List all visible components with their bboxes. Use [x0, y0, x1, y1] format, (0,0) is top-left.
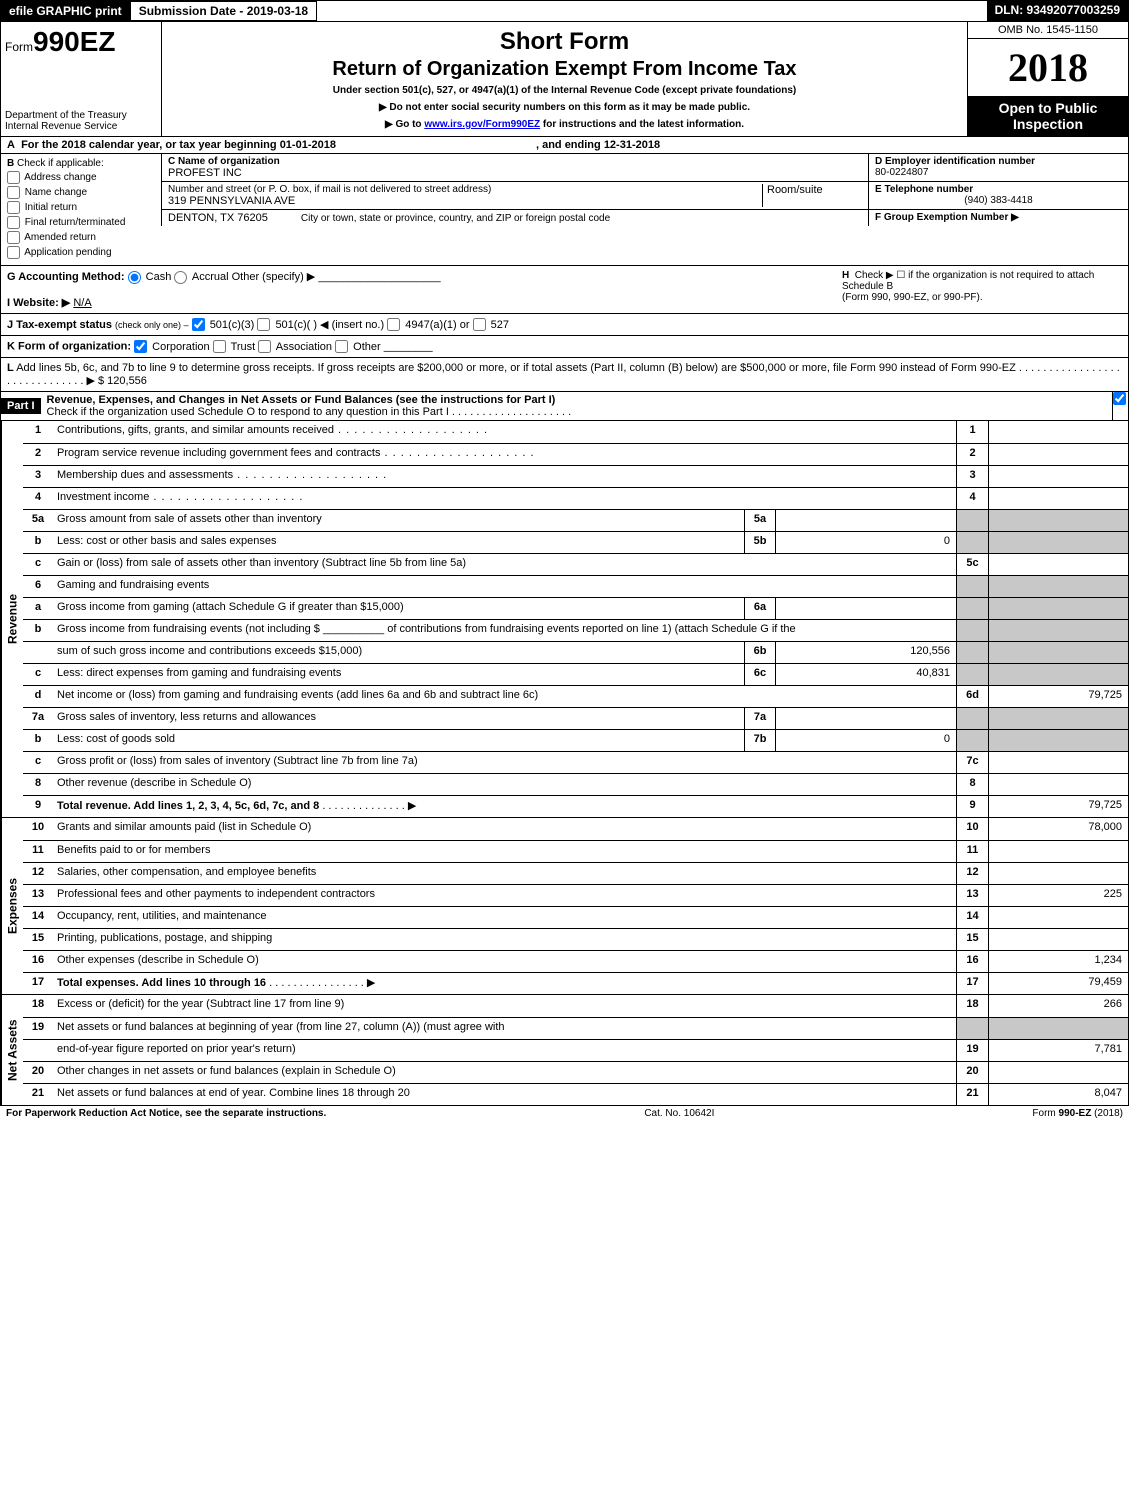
- top-bar: efile GRAPHIC print Submission Date - 20…: [0, 0, 1129, 22]
- chk-4947[interactable]: 4947(a)(1) or: [387, 319, 469, 331]
- line-g-h: G Accounting Method: Cash Accrual Other …: [0, 266, 1129, 314]
- line-h: H Check ▶ ☐ if the organization is not r…: [842, 270, 1122, 309]
- form-subtitle: Under section 501(c), 527, or 4947(a)(1)…: [170, 85, 959, 96]
- line-12: 12Salaries, other compensation, and empl…: [23, 862, 1128, 884]
- chk-501c[interactable]: 501(c)( ) ◀ (insert no.): [257, 319, 384, 331]
- chk-corporation[interactable]: Corporation: [134, 341, 210, 353]
- line-k-form-of-org: K Form of organization: Corporation Trus…: [0, 336, 1129, 358]
- revenue-section-label: Revenue: [1, 421, 23, 817]
- chk-other[interactable]: Other: [335, 341, 381, 353]
- box-c-street: Number and street (or P. O. box, if mail…: [161, 182, 868, 209]
- chk-final-return[interactable]: Final return/terminated: [7, 216, 155, 229]
- line-10: 10Grants and similar amounts paid (list …: [23, 818, 1128, 840]
- website-field: N/A: [73, 297, 91, 309]
- radio-accrual[interactable]: Accrual: [174, 271, 228, 283]
- chk-name-change[interactable]: Name change: [7, 186, 155, 199]
- line-15: 15Printing, publications, postage, and s…: [23, 928, 1128, 950]
- line-1: 1Contributions, gifts, grants, and simil…: [23, 421, 1128, 443]
- short-form-title: Short Form: [170, 28, 959, 56]
- line-17: 17 Total expenses. Add lines 10 through …: [23, 972, 1128, 994]
- chk-501c3[interactable]: 501(c)(3): [192, 319, 255, 331]
- line-7c: cGross profit or (loss) from sales of in…: [23, 751, 1128, 773]
- room-suite: Room/suite: [762, 184, 862, 207]
- line-a-tax-year: A For the 2018 calendar year, or tax yea…: [0, 137, 1129, 154]
- chk-initial-return[interactable]: Initial return: [7, 201, 155, 214]
- line-20: 20Other changes in net assets or fund ba…: [23, 1061, 1128, 1083]
- line-14: 14Occupancy, rent, utilities, and mainte…: [23, 906, 1128, 928]
- netassets-section-label: Net Assets: [1, 995, 23, 1105]
- chk-amended-return[interactable]: Amended return: [7, 231, 155, 244]
- line-5c: cGain or (loss) from sale of assets othe…: [23, 553, 1128, 575]
- line-5b: bLess: cost or other basis and sales exp…: [23, 531, 1128, 553]
- form-number: Form990EZ: [5, 26, 157, 58]
- irs-link[interactable]: www.irs.gov/Form990EZ: [424, 119, 540, 130]
- section-bcdef: B Check if applicable: Address change Na…: [0, 154, 1129, 266]
- line-9: 9 Total revenue. Add lines 1, 2, 3, 4, 5…: [23, 795, 1128, 817]
- box-e-phone: E Telephone number (940) 383-4418: [868, 182, 1128, 209]
- line-19-2: end-of-year figure reported on prior yea…: [23, 1039, 1128, 1061]
- line-7b: bLess: cost of goods sold 7b0: [23, 729, 1128, 751]
- instructions-link-line: ▶ Go to www.irs.gov/Form990EZ for instru…: [170, 119, 959, 130]
- line-21: 21Net assets or fund balances at end of …: [23, 1083, 1128, 1105]
- box-b-check-applicable: B Check if applicable: Address change Na…: [1, 154, 161, 265]
- part-i-schedule-o-check[interactable]: [1112, 392, 1128, 420]
- box-c-org-name: C Name of organization PROFEST INC: [161, 154, 868, 181]
- line-18: 18Excess or (deficit) for the year (Subt…: [23, 995, 1128, 1017]
- line-6d: dNet income or (loss) from gaming and fu…: [23, 685, 1128, 707]
- treasury-dept: Department of the Treasury Internal Reve…: [5, 110, 157, 132]
- form-header: Form990EZ Department of the Treasury Int…: [0, 22, 1129, 137]
- page-footer: For Paperwork Reduction Act Notice, see …: [0, 1106, 1129, 1121]
- form-title: Return of Organization Exempt From Incom…: [170, 58, 959, 81]
- part-i-table: Revenue 1Contributions, gifts, grants, a…: [0, 421, 1129, 1106]
- open-to-public: Open to Public Inspection: [968, 96, 1128, 136]
- tax-year: 2018: [968, 39, 1128, 96]
- line-8: 8Other revenue (describe in Schedule O) …: [23, 773, 1128, 795]
- line-11: 11Benefits paid to or for members 11: [23, 840, 1128, 862]
- omb-number: OMB No. 1545-1150: [968, 22, 1128, 39]
- line-5a: 5aGross amount from sale of assets other…: [23, 509, 1128, 531]
- line-j-tax-exempt: J Tax-exempt status (check only one) – 5…: [0, 314, 1129, 337]
- line-l-gross-receipts: L Add lines 5b, 6c, and 7b to line 9 to …: [0, 358, 1129, 392]
- box-f-group-exemption: F Group Exemption Number ▶: [868, 210, 1128, 226]
- efile-print-button[interactable]: efile GRAPHIC print: [1, 1, 130, 21]
- line-7a: 7aGross sales of inventory, less returns…: [23, 707, 1128, 729]
- chk-address-change[interactable]: Address change: [7, 171, 155, 184]
- submission-date: Submission Date - 2019-03-18: [130, 1, 317, 21]
- line-6a: aGross income from gaming (attach Schedu…: [23, 597, 1128, 619]
- line-6: 6Gaming and fundraising events: [23, 575, 1128, 597]
- chk-application-pending[interactable]: Application pending: [7, 246, 155, 259]
- line-16: 16Other expenses (describe in Schedule O…: [23, 950, 1128, 972]
- chk-association[interactable]: Association: [258, 341, 332, 353]
- dln: DLN: 93492077003259: [987, 1, 1128, 21]
- chk-trust[interactable]: Trust: [213, 341, 256, 353]
- line-13: 13Professional fees and other payments t…: [23, 884, 1128, 906]
- line-6b-1: b Gross income from fundraising events (…: [23, 619, 1128, 641]
- chk-527[interactable]: 527: [473, 319, 509, 331]
- ssn-warning: ▶ Do not enter social security numbers o…: [170, 102, 959, 113]
- line-6b-2: sum of such gross income and contributio…: [23, 641, 1128, 663]
- radio-cash[interactable]: Cash: [128, 271, 172, 283]
- part-i-header: Part I Revenue, Expenses, and Changes in…: [0, 392, 1129, 421]
- box-d-ein: D Employer identification number 80-0224…: [868, 154, 1128, 181]
- line-6c: cLess: direct expenses from gaming and f…: [23, 663, 1128, 685]
- line-4: 4Investment income 4: [23, 487, 1128, 509]
- box-c-city: DENTON, TX 76205 City or town, state or …: [161, 210, 868, 226]
- line-2: 2Program service revenue including gover…: [23, 443, 1128, 465]
- line-19-1: 19Net assets or fund balances at beginni…: [23, 1017, 1128, 1039]
- expenses-section-label: Expenses: [1, 818, 23, 994]
- line-3: 3Membership dues and assessments 3: [23, 465, 1128, 487]
